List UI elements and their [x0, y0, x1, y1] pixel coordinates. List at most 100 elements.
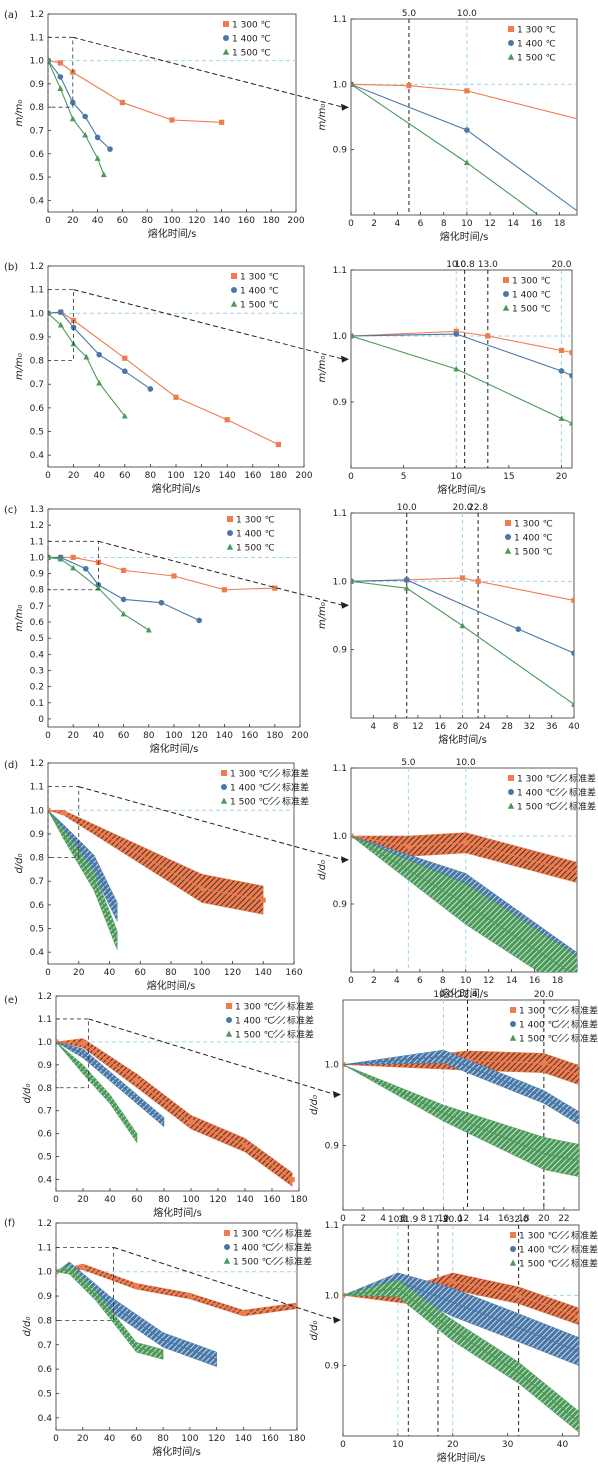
- y-tick-label: 0.5: [30, 173, 44, 183]
- data-point: [122, 368, 128, 375]
- y-tick-label: 0.8: [30, 854, 45, 864]
- legend: 1 300 ℃ 标准差 1 400 ℃ 标准差 1 500 ℃ 标准差: [223, 1228, 312, 1268]
- legend-marker: [220, 797, 228, 804]
- legend-label: 1 400 ℃: [240, 287, 279, 297]
- x-tick-label: 20: [67, 731, 79, 741]
- y-tick-label: 0.7: [30, 126, 44, 136]
- y-tick-label: 1.1: [30, 783, 44, 793]
- legend-marker: [508, 40, 514, 46]
- data-point: [569, 372, 572, 379]
- plot-area: [350, 269, 573, 469]
- x-tick-label: 160: [238, 216, 255, 226]
- x-tick-label: 0: [45, 968, 51, 978]
- x-tick-label: 160: [241, 731, 258, 741]
- x-tick-label: 8: [440, 976, 446, 986]
- x-tick-label: 180: [290, 1195, 307, 1205]
- x-tick-label: 40: [104, 968, 116, 978]
- legend-marker: [223, 35, 229, 41]
- x-tick-label: 100: [163, 216, 180, 226]
- y-axis-label: m/m₀: [317, 104, 328, 131]
- chart-panel-1: 0 20 40 60 80 100 120 140 160 180 200 0.4 0.5 0.6 0.7 0…: [14, 10, 305, 240]
- series-line-1: [351, 83, 577, 120]
- y-tick-label: 0.2: [30, 683, 44, 693]
- panel-label: (f): [4, 1218, 15, 1229]
- std-band-1: [56, 1263, 297, 1317]
- legend-std-swatch: [557, 1259, 569, 1267]
- x-tick-label: 18: [552, 976, 564, 986]
- x-tick-label: 0: [348, 976, 354, 986]
- legend: 1 300 ℃ 标准差 1 400 ℃ 标准差 1 500 ℃ 标准差: [220, 768, 309, 808]
- data-point: [475, 578, 481, 584]
- y-tick-label: 1.0: [333, 832, 348, 842]
- x-tick-label: 4: [394, 976, 400, 986]
- y-tick-label: 1.2: [30, 759, 44, 769]
- x-tick-label: 4: [394, 219, 400, 229]
- data-point: [272, 585, 278, 591]
- x-axis-label: 熔化时间/s: [153, 1206, 202, 1219]
- x-tick-label: 120: [224, 968, 241, 978]
- data-point: [187, 1293, 193, 1299]
- legend-label: 1 300 ℃: [519, 1232, 558, 1242]
- x-tick-label: 20: [73, 968, 85, 978]
- data-point: [558, 368, 565, 374]
- data-point: [158, 599, 165, 606]
- x-axis-label: 熔化时间/s: [152, 1445, 201, 1458]
- zoom-arrow: [78, 786, 344, 861]
- legend-label: 1 400 ℃: [230, 784, 269, 794]
- y-tick-label: 1.2: [38, 992, 52, 1002]
- panel-label: (e): [4, 995, 18, 1006]
- x-tick-label: 140: [236, 1195, 253, 1205]
- legend-std-swatch: [557, 1231, 569, 1239]
- series-line-1: [56, 1041, 293, 1180]
- series-line-2: [56, 1041, 165, 1123]
- data-point: [464, 127, 470, 133]
- x-axis-label: 熔化时间/s: [150, 742, 199, 755]
- x-tick-label: 120: [209, 1195, 226, 1205]
- chart-panel-3: 0 20 40 60 80 100 120 140 160 180 200 0 0.1 0.2 0.3 0.4…: [14, 505, 309, 755]
- data-point: [463, 159, 470, 166]
- zoom-arrow: [73, 289, 344, 360]
- x-tick-label: 20: [77, 1434, 89, 1444]
- x-tick-label: 120: [208, 1434, 225, 1444]
- legend-label: 1 300 ℃: [514, 520, 553, 530]
- data-point: [94, 155, 101, 161]
- y-axis-label: d/d₀: [22, 1316, 33, 1336]
- y-tick-label: 1.1: [30, 33, 44, 43]
- legend: 1 300 ℃ 标准差 1 400 ℃ 标准差 1 500 ℃ 标准差: [225, 1001, 314, 1041]
- y-axis-label: d/d₀: [14, 853, 25, 873]
- chart-panel-6: 0 20 40 60 80 100 120 140 160 180 0.4 0.5 0.6 0.7 0.8 0…: [22, 1219, 312, 1458]
- legend-std-label: 标准差: [569, 787, 596, 799]
- data-point: [133, 1283, 139, 1289]
- y-tick-label: 1.0: [333, 80, 348, 90]
- x-tick-label: 0: [45, 731, 51, 741]
- y-tick-label: 1.2: [30, 521, 44, 531]
- x-tick-label: 100: [182, 1195, 199, 1205]
- legend-marker: [503, 291, 509, 297]
- x-tick-label: 20: [447, 1440, 459, 1450]
- legend-std-label: 标准差: [285, 1228, 312, 1240]
- data-point: [558, 347, 565, 354]
- y-tick-label: 0.8: [38, 1084, 53, 1094]
- y-tick-label: 0.7: [38, 1107, 52, 1117]
- x-tick-label: 36: [546, 722, 558, 732]
- y-tick-label: 0.5: [38, 1153, 52, 1163]
- y-tick-label: 0.5: [30, 428, 44, 438]
- x-tick-label: 2: [371, 976, 377, 986]
- x-tick-label: 16: [434, 722, 446, 732]
- x-tick-label: 40: [557, 1440, 569, 1450]
- x-tick-label: 20: [556, 472, 568, 482]
- legend-std-swatch: [271, 1257, 283, 1265]
- legend-std-label: 标准差: [571, 1005, 598, 1017]
- x-axis-label: 熔化时间/s: [437, 483, 486, 496]
- y-tick-label: 1.2: [30, 262, 44, 272]
- legend-label: 1 500 ℃: [232, 49, 271, 59]
- y-axis-label: m/m₀: [14, 100, 25, 127]
- y-tick-label: 0.4: [30, 948, 45, 958]
- data-point: [80, 1040, 86, 1046]
- data-point: [57, 555, 64, 562]
- legend-marker: [505, 520, 511, 526]
- y-tick-label: 0.4: [38, 1414, 53, 1424]
- series-line-2: [48, 60, 111, 150]
- x-tick-label: 12: [484, 219, 495, 229]
- chart-panel-5-zoom: 10.0 12.4 20.0 0 2 4 6 8 10 12 14 16 18 20 22 0.9 1.0 熔化时…: [309, 990, 598, 1238]
